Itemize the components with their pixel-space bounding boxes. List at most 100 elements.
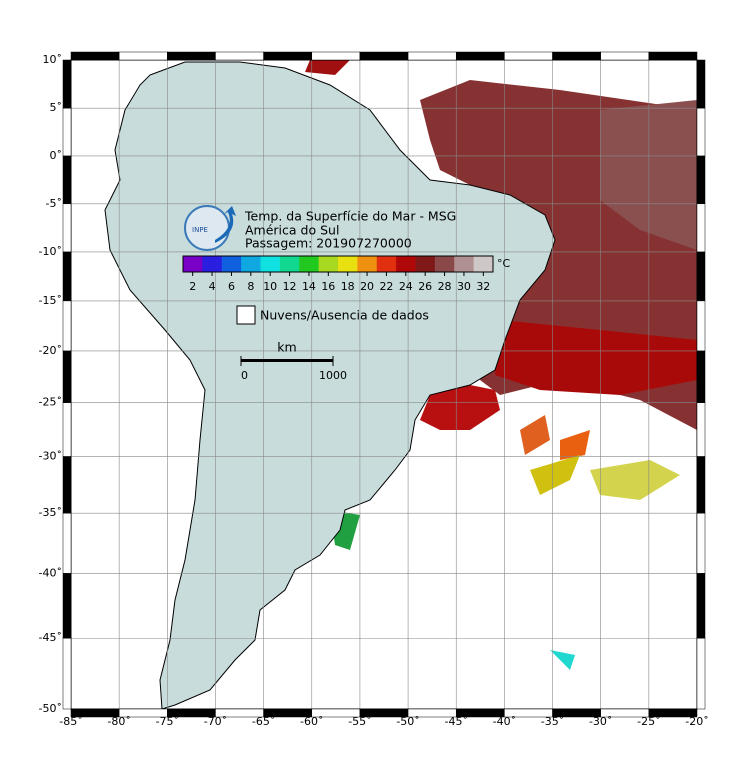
frame-segment [455, 51, 505, 61]
colorbar-segment [376, 256, 397, 272]
x-tick-label: -50˚ [396, 715, 419, 728]
frame-segment [696, 573, 706, 639]
colorbar-tick-label: 24 [399, 280, 413, 293]
x-tick-label: -60˚ [300, 715, 323, 728]
frame-segment [62, 573, 72, 639]
frame-segment [62, 300, 72, 352]
frame-segment [62, 456, 72, 514]
y-tick-label: 5˚ [50, 101, 63, 114]
axes: -85˚ -80˚ -75˚ -70˚ -65˚ -60˚ -55˚ -50˚ -45˚ -40˚… [39, 53, 709, 728]
x-tick-label: -20˚ [685, 715, 708, 728]
frame-segment [600, 51, 650, 61]
y-tick-label: -10˚ [39, 245, 62, 258]
frame-segment [62, 155, 72, 205]
frame-segment [167, 51, 216, 61]
frame-segment [696, 350, 706, 403]
y-tick-label: -15˚ [39, 294, 62, 307]
colorbar-segment [396, 256, 416, 272]
colorbar-tick-label: 14 [302, 280, 316, 293]
colorbar-segment [183, 256, 203, 272]
frame-segment [696, 251, 706, 302]
frame-border [62, 51, 706, 718]
colorbar-segment [260, 256, 281, 272]
frame-segment [62, 350, 72, 403]
frame-segment [62, 107, 72, 157]
colorbar-tick-label: 16 [321, 280, 335, 293]
colorbar-tick-label: 26 [418, 280, 432, 293]
colorbar-segment [434, 256, 455, 272]
y-tick-label: -40˚ [39, 566, 62, 579]
colorbar-segment [338, 256, 358, 272]
x-tick-label: -25˚ [637, 715, 660, 728]
frame-segment [648, 708, 698, 718]
frame-segment [62, 402, 72, 457]
colorbar-tick-label: 10 [263, 280, 277, 293]
scale-bar: 0 1000 [240, 356, 347, 382]
frame-segment [696, 456, 706, 514]
colorbar-segment [415, 256, 436, 272]
scale-unit: km [277, 340, 296, 355]
frame-segment [359, 51, 409, 61]
frame-segment [70, 51, 120, 61]
y-tick-label: -5˚ [46, 197, 62, 210]
frame-segment [62, 59, 72, 109]
no-data-swatch [236, 305, 256, 325]
x-tick-label: -70˚ [204, 715, 227, 728]
frame-segment [552, 51, 601, 61]
y-tick-label: -20˚ [39, 344, 62, 357]
colorbar-tick-label: 4 [209, 280, 216, 293]
colorbar-unit: °C [497, 257, 511, 270]
scale-tick-label: 0 [241, 369, 248, 382]
frame-segment [118, 51, 168, 61]
colorbar-segment [473, 256, 494, 272]
logo-text: INPE [192, 226, 208, 234]
logo-arrow [215, 206, 236, 243]
y-tick-label: 10˚ [43, 53, 63, 66]
x-tick-label: -45˚ [444, 715, 467, 728]
colorbar-frame [182, 255, 494, 273]
grid [70, 59, 698, 710]
colorbar-segment [318, 256, 339, 272]
frame-segment [62, 637, 72, 710]
frame-segment [696, 300, 706, 352]
colorbar-segment [241, 256, 261, 272]
frame-segment [696, 59, 706, 109]
colorbar-tick-label: 12 [283, 280, 297, 293]
colorbar-tick-label: 28 [438, 280, 452, 293]
colorbar-segment [202, 256, 223, 272]
scale-tick-label: 1000 [319, 369, 347, 382]
y-tick-label: -45˚ [39, 631, 62, 644]
frame-segment [215, 51, 264, 61]
frame-segment [696, 107, 706, 157]
frame-segment [504, 51, 553, 61]
colorbar-tick-label: 20 [360, 280, 374, 293]
y-tick-label: -25˚ [39, 396, 62, 409]
frame-segment [407, 51, 457, 61]
frame-segment [648, 51, 698, 61]
frame-segment [696, 155, 706, 205]
colorbar-tick-label: 6 [228, 280, 235, 293]
frame-segment [696, 512, 706, 574]
colorbar-tick-label: 32 [476, 280, 490, 293]
legend-title: Temp. da Superfície do Mar - MSG [244, 209, 456, 224]
scale-bar-line [241, 359, 333, 362]
y-tick-label: 0˚ [50, 149, 63, 162]
y-tick-label: -50˚ [39, 702, 62, 715]
x-tick-label: -65˚ [252, 715, 275, 728]
frame-segment [62, 251, 72, 302]
sst-patches [305, 60, 697, 670]
frame-segment [62, 512, 72, 574]
x-tick-label: -75˚ [156, 715, 179, 728]
x-tick-label: -85˚ [59, 715, 82, 728]
y-tick-label: -30˚ [39, 450, 62, 463]
colorbar-tick-label: 8 [247, 280, 254, 293]
legend-region: América do Sul [245, 223, 339, 238]
colorbar-tick-label: 22 [379, 280, 393, 293]
colorbar-segment [454, 256, 475, 272]
x-tick-label: -30˚ [589, 715, 612, 728]
frame-segment [263, 51, 313, 61]
no-data-label: Nuvens/Ausencia de dados [260, 308, 429, 323]
colorbar-segment [357, 256, 378, 272]
x-tick-label: -35˚ [541, 715, 564, 728]
